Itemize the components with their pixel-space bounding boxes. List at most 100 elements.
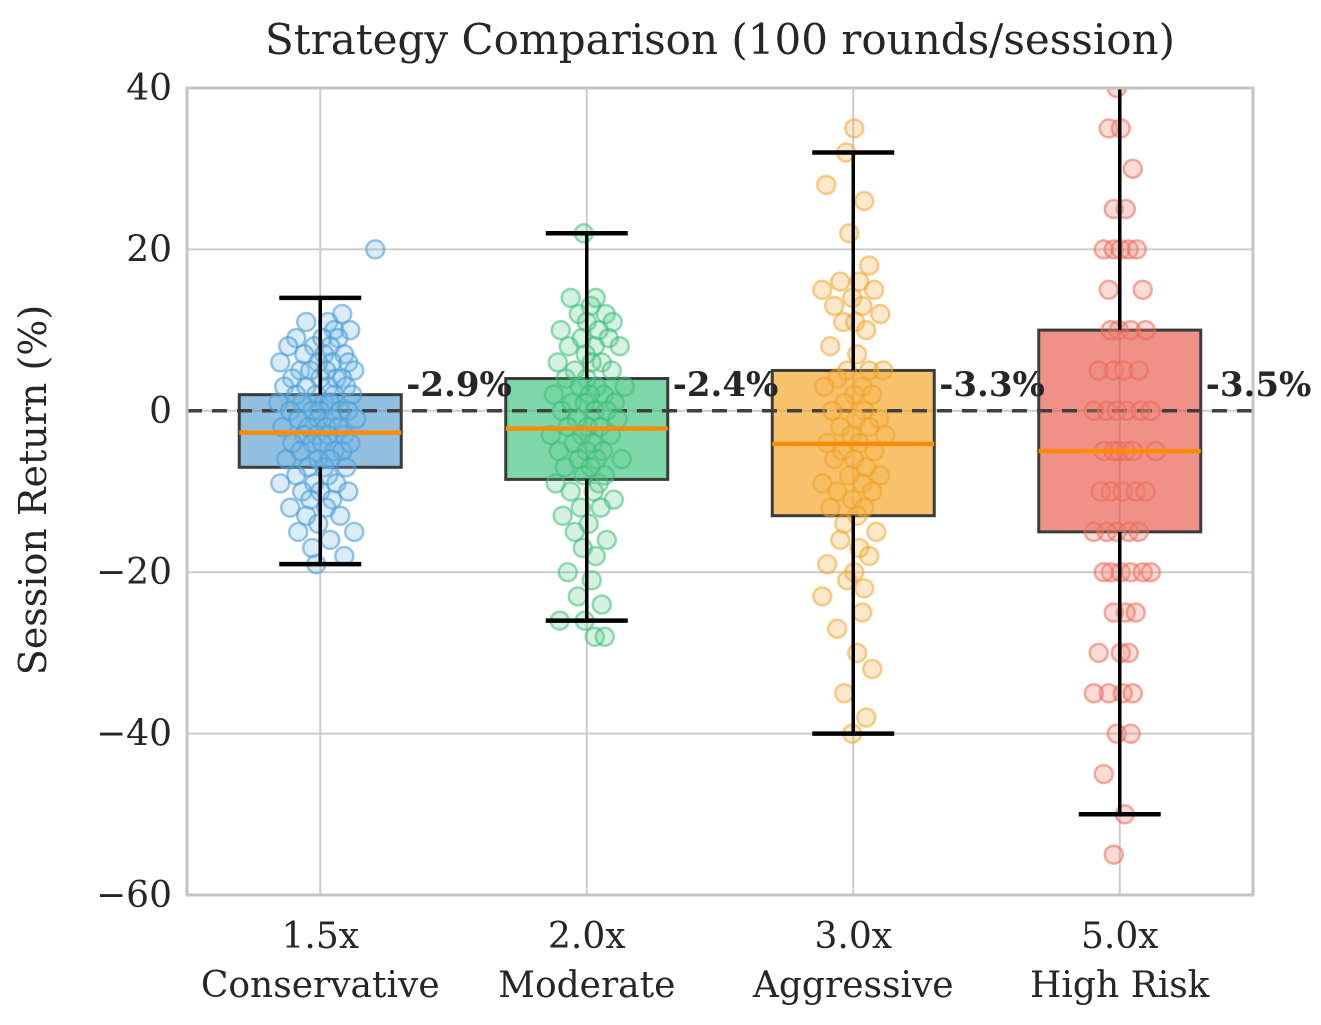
scatter-point-aggressive bbox=[820, 497, 841, 518]
scatter-point-moderate bbox=[567, 586, 588, 607]
scatter-point-high-risk bbox=[1132, 279, 1153, 300]
box-high-risk bbox=[1037, 328, 1203, 534]
scatter-point-aggressive bbox=[870, 303, 891, 325]
scatter-point-high-risk bbox=[1093, 763, 1114, 785]
scatter-point-aggressive bbox=[862, 658, 883, 680]
scatter-point-conservative bbox=[276, 448, 297, 470]
scatter-point-high-risk bbox=[1135, 481, 1156, 502]
scatter-point-high-risk bbox=[1103, 844, 1124, 865]
scatter-point-aggressive bbox=[820, 335, 841, 357]
scatter-point-moderate bbox=[601, 360, 622, 381]
scatter-point-conservative bbox=[288, 521, 309, 543]
annotation-layer: -2.9% -2.4% -3.3% -3.5% bbox=[406, 365, 1311, 405]
scatter-point-aggressive bbox=[816, 174, 837, 196]
scatter-point-aggressive bbox=[847, 642, 868, 664]
scatter-point-high-risk bbox=[1125, 602, 1146, 623]
x-tick-name-conservative: Conservative bbox=[201, 965, 440, 1006]
scatter-point-conservative bbox=[365, 239, 386, 260]
scatter-point-aggressive bbox=[822, 400, 843, 422]
scatter-point-high-risk bbox=[1116, 400, 1137, 422]
y-tick-label: 20 bbox=[126, 229, 172, 270]
scatter-point-moderate bbox=[564, 521, 585, 543]
y-tick-label: −20 bbox=[96, 552, 172, 593]
spine-layer bbox=[185, 86, 1255, 897]
scatter-point-high-risk bbox=[1083, 683, 1104, 704]
scatter-point-high-risk bbox=[1140, 561, 1161, 583]
scatter-point-moderate bbox=[590, 497, 611, 518]
scatter-point-moderate bbox=[560, 481, 581, 502]
scatter-point-conservative bbox=[270, 352, 291, 373]
scatter-point-moderate bbox=[611, 448, 632, 470]
scatter-point-high-risk bbox=[1083, 521, 1104, 543]
plot-border bbox=[185, 86, 1255, 897]
mean-annotation-aggressive: -3.3% bbox=[939, 365, 1045, 405]
scatter-point-aggressive bbox=[856, 707, 877, 728]
scatter-point-conservative bbox=[344, 521, 365, 543]
scatter-point-aggressive bbox=[812, 279, 833, 300]
scatter-point-high-risk bbox=[1093, 561, 1114, 583]
scatter-point-high-risk bbox=[1098, 279, 1119, 300]
x-tick-multiplier-aggressive: 3.0x bbox=[814, 916, 892, 957]
mean-annotation-high-risk: -3.5% bbox=[1206, 365, 1312, 405]
scatter-point-aggressive bbox=[854, 578, 875, 599]
scatter-point-high-risk bbox=[1120, 723, 1141, 744]
scatter-point-moderate bbox=[609, 335, 630, 357]
scatter-point-conservative bbox=[320, 529, 341, 551]
scatter-point-aggressive bbox=[870, 465, 891, 486]
scatter-point-aggressive bbox=[859, 255, 880, 276]
scatter-point-moderate bbox=[543, 384, 564, 405]
scatter-point-aggressive bbox=[873, 360, 894, 381]
scatter-point-high-risk bbox=[1120, 319, 1141, 341]
scatter-point-aggressive bbox=[844, 118, 865, 139]
scatter-point-conservative bbox=[330, 505, 351, 526]
scatter-point-high-risk bbox=[1113, 360, 1134, 381]
scatter-point-aggressive bbox=[856, 319, 877, 341]
scatter-point-aggressive bbox=[814, 376, 835, 397]
scatter-point-moderate bbox=[557, 561, 578, 583]
scatter-point-aggressive bbox=[824, 295, 845, 317]
scatter-point-moderate bbox=[596, 529, 617, 551]
scatter-point-aggressive bbox=[859, 545, 880, 567]
scatter-point-moderate bbox=[560, 287, 581, 309]
scatter-point-moderate bbox=[552, 505, 573, 526]
scatter-point-high-risk bbox=[1088, 360, 1109, 381]
scatter-point-aggressive bbox=[833, 311, 854, 333]
scatter-point-moderate bbox=[591, 594, 612, 615]
scatter-point-conservative bbox=[270, 473, 291, 494]
scatter-point-moderate bbox=[614, 376, 635, 397]
scatter-point-aggressive bbox=[864, 279, 885, 300]
scatter-point-aggressive bbox=[875, 424, 896, 446]
scatter-point-aggressive bbox=[852, 602, 873, 623]
mean-annotation-moderate: -2.4% bbox=[673, 365, 779, 405]
scatter-point-aggressive bbox=[839, 223, 860, 244]
scatter-point-aggressive bbox=[866, 521, 887, 543]
scatter-point-high-risk bbox=[1118, 642, 1139, 664]
scatter-point-aggressive bbox=[854, 190, 875, 212]
x-tick-multiplier-conservative: 1.5x bbox=[281, 916, 359, 957]
scatter-point-high-risk bbox=[1128, 360, 1149, 381]
scatter-point-conservative bbox=[336, 457, 357, 478]
scatter-point-high-risk bbox=[1100, 319, 1121, 341]
scatter-point-high-risk bbox=[1122, 158, 1143, 179]
scatter-point-high-risk bbox=[1088, 642, 1109, 664]
x-tick-name-moderate: Moderate bbox=[498, 965, 675, 1006]
scatter-point-moderate bbox=[554, 457, 575, 478]
scatter-point-high-risk bbox=[1083, 400, 1104, 422]
x-tick-multiplier-moderate: 2.0x bbox=[548, 916, 626, 957]
scatter-point-moderate bbox=[550, 319, 571, 341]
scatter-point-high-risk bbox=[1140, 400, 1161, 422]
scatter-point-high-risk bbox=[1135, 319, 1156, 341]
scatter-point-moderate bbox=[558, 335, 579, 357]
scatter-point-aggressive bbox=[830, 271, 851, 292]
mean-annotation-conservative: -2.9% bbox=[406, 365, 512, 405]
chart-title: Strategy Comparison (100 rounds/session) bbox=[265, 15, 1175, 64]
axis-layer: 1.5x Conservative 2.0x Moderate 3.0x Aggressi… bbox=[96, 68, 1211, 1006]
x-tick-name-aggressive: Aggressive bbox=[752, 965, 954, 1006]
scatter-point-aggressive bbox=[830, 529, 851, 551]
y-tick-label: 40 bbox=[126, 68, 172, 109]
y-tick-label: −40 bbox=[96, 714, 172, 755]
scatter-point-aggressive bbox=[862, 384, 883, 405]
x-tick-multiplier-high-risk: 5.0x bbox=[1081, 916, 1159, 957]
